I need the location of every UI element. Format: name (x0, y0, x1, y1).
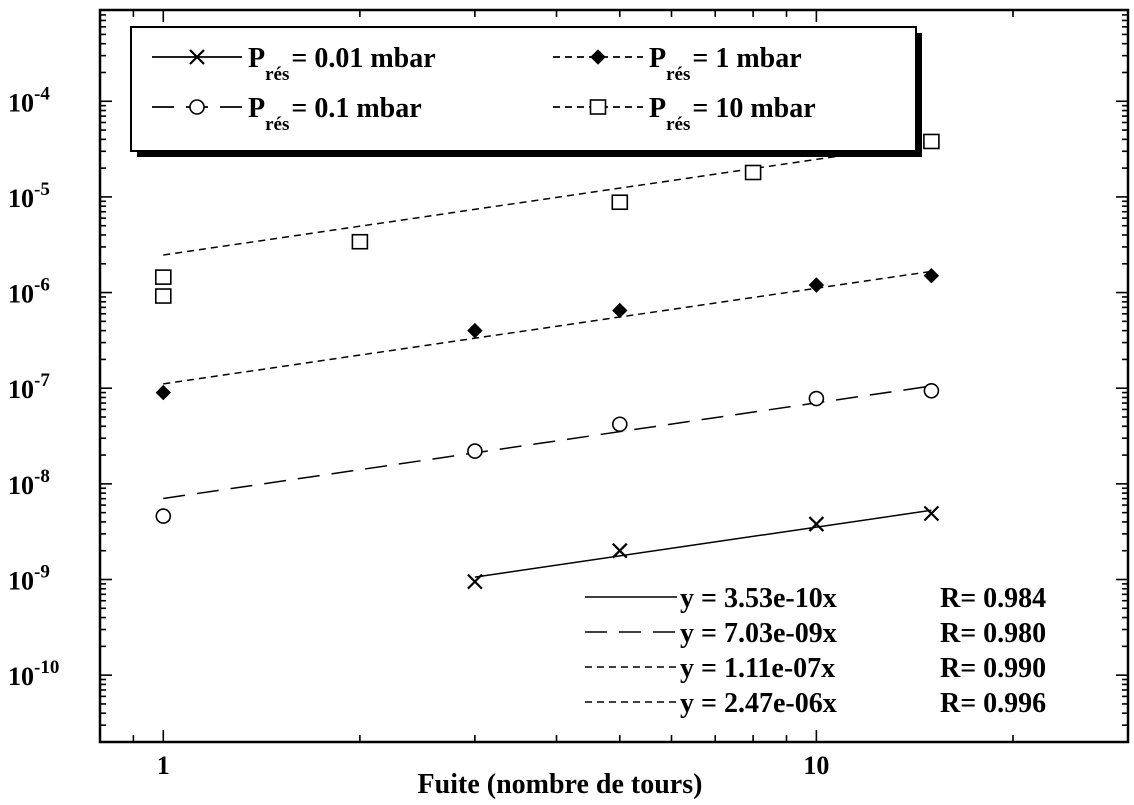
data-point-cross (923, 505, 940, 522)
fit-line-0 (474, 509, 932, 578)
fit-lines (163, 141, 932, 578)
y-tick-label: 10-4 (8, 83, 50, 117)
plot-area (98, 8, 1130, 744)
fit-line-1 (163, 385, 932, 500)
data-point-diamond (808, 277, 825, 293)
fit-r-value: R= 0.990 (940, 653, 1046, 684)
data-point-square (351, 233, 369, 250)
y-tick-label: 10-9 (8, 562, 50, 596)
y-tick-label: 10-8 (8, 466, 50, 500)
data-point-square (154, 288, 172, 304)
legend-marker-square (589, 99, 607, 115)
data-point-circle (611, 416, 628, 433)
fit-equation: y = 7.03e-09x (680, 618, 837, 649)
y-tick-label: 10-7 (8, 370, 50, 404)
data-point-cross (467, 573, 483, 590)
legend-marker-cross (189, 49, 205, 65)
fit-equation: y = 3.53e-10x (680, 583, 837, 614)
data-point-cross (612, 542, 628, 559)
data-point-circle (467, 443, 483, 459)
legend-label: Prés= 0.1 mbar (248, 93, 422, 135)
legend-box (130, 26, 917, 152)
fit-legend: y = 3.53e-10x R= 0.984 y = 7.03e-09x R= 0.9… (585, 583, 1046, 719)
x-tick-label: 1 (157, 751, 170, 780)
fit-line-3 (163, 141, 932, 256)
fit-r-value: R= 0.996 (940, 688, 1046, 719)
data-point-square (744, 164, 762, 181)
data-point-cross (808, 516, 825, 532)
legend-label: Prés= 10 mbar (649, 93, 816, 135)
fit-line-2 (163, 270, 932, 385)
data-point-square (154, 269, 172, 285)
legend: Prés= 0.01 mbar Prés= 1 mbar Prés= 0.1 mba… (130, 26, 922, 157)
legend-marker-diamond (590, 49, 606, 65)
data-point-diamond (923, 268, 940, 284)
legend-marker-circle (189, 99, 205, 115)
x-tick-label: 10 (803, 751, 829, 780)
data-point-circle (808, 390, 825, 407)
fit-r-value: R= 0.984 (940, 583, 1046, 614)
data-point-diamond (467, 322, 483, 339)
data-point-diamond (612, 302, 628, 319)
legend-label: Prés= 1 mbar (649, 43, 802, 85)
y-axis-ticks: 10-10 10-9 10-8 10-7 10-6 10-5 10-4 (8, 14, 1128, 743)
plot-frame (98, 8, 1130, 744)
data-point-square (611, 194, 629, 211)
y-tick-label: 10-6 (8, 275, 50, 309)
legend-label: Prés= 0.01 mbar (248, 43, 436, 85)
x-axis-ticks: 1 10 (99, 10, 1129, 780)
y-tick-label: 10-5 (8, 179, 50, 213)
x-axis-title: Fuite (nombre de tours) (418, 769, 703, 800)
data-point-circle (923, 382, 940, 399)
data-point-diamond (155, 384, 171, 401)
data-point-circle (155, 508, 172, 524)
y-tick-label: 10-10 (8, 657, 59, 691)
fit-r-value: R= 0.980 (940, 618, 1046, 649)
data-markers (154, 133, 940, 590)
fit-equation: y = 1.11e-07x (680, 653, 835, 684)
fit-equation: y = 2.47e-06x (680, 688, 837, 719)
data-point-square (923, 133, 940, 150)
